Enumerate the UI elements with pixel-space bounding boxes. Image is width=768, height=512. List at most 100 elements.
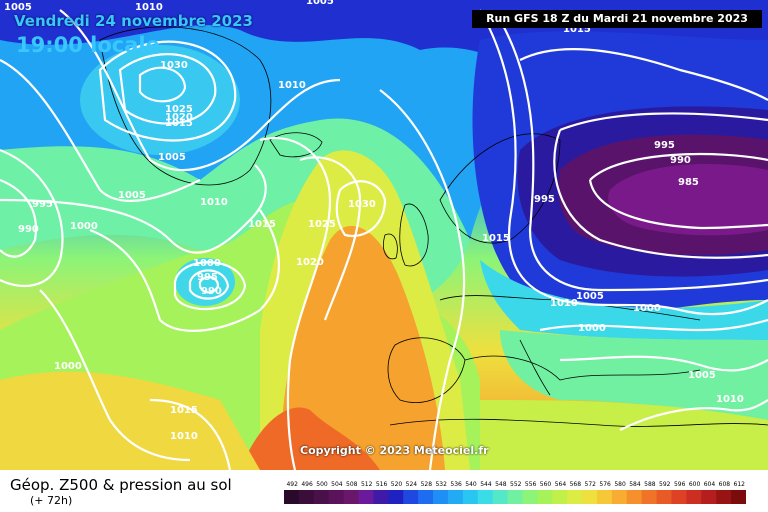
coast-ireland bbox=[383, 233, 398, 260]
isobar-1000-europe bbox=[539, 318, 768, 332]
z500-med-yellow bbox=[480, 400, 768, 470]
colorbar-tick-label: 516 bbox=[375, 481, 388, 488]
pressure-label: 1000 bbox=[578, 323, 606, 334]
z500-atlantic-low bbox=[175, 258, 235, 306]
z500-europe-cyan bbox=[480, 260, 768, 340]
colorbar-swatch bbox=[313, 490, 330, 504]
pressure-label: 995 bbox=[197, 272, 218, 283]
colorbar bbox=[284, 490, 746, 504]
colorbar-swatch bbox=[596, 490, 613, 504]
pressure-label: 1005 bbox=[4, 2, 32, 13]
colorbar-tick-label: 504 bbox=[331, 481, 343, 488]
isobar-1015-europe bbox=[379, 89, 466, 470]
pressure-label: 1015 bbox=[165, 118, 193, 129]
isobar-1005-med bbox=[559, 355, 768, 372]
colorbar-swatch bbox=[537, 490, 553, 504]
colorbar-swatch bbox=[373, 490, 389, 504]
pressure-label: 995 bbox=[534, 194, 555, 205]
isobar-1000-low bbox=[173, 261, 247, 311]
colorbar-swatch bbox=[731, 490, 746, 504]
pressure-label: 1020 bbox=[296, 257, 324, 268]
colorbar-swatch bbox=[552, 490, 568, 504]
forecast-date: Vendredi 24 novembre 2023 bbox=[14, 12, 253, 30]
colorbar-swatch bbox=[358, 490, 374, 504]
isobar-1010-europe bbox=[479, 9, 768, 316]
pressure-label: 1020 bbox=[165, 112, 193, 123]
coast-north-africa bbox=[389, 418, 768, 427]
colorbar-tick-label: 596 bbox=[673, 481, 686, 488]
pressure-label: 1010 bbox=[170, 431, 198, 442]
pressure-label: 995 bbox=[32, 199, 53, 210]
pressure-label: 1000 bbox=[54, 361, 82, 372]
colorbar-tick-label: 544 bbox=[480, 481, 492, 488]
pressure-label: 1025 bbox=[165, 104, 193, 115]
pressure-label: 1010 bbox=[135, 2, 163, 13]
colorbar-swatch bbox=[477, 490, 494, 504]
isobar-1015-southwest bbox=[149, 398, 232, 470]
model-run-banner: Run GFS 18 Z du Mardi 21 novembre 2023 bbox=[472, 10, 762, 28]
pressure-label: 1005 bbox=[118, 190, 146, 201]
pressure-label: 1010 bbox=[278, 80, 306, 91]
colorbar-tick-label: 532 bbox=[435, 481, 447, 488]
colorbar-tick-label: 552 bbox=[510, 481, 522, 488]
colorbar-tick-label: 560 bbox=[539, 481, 552, 488]
colorbar-tick-label: 608 bbox=[718, 481, 731, 488]
colorbar-swatch bbox=[447, 490, 464, 504]
copyright-text: Copyright © 2023 Meteociel.fr bbox=[300, 444, 489, 457]
colorbar-tick-label: 564 bbox=[554, 481, 567, 488]
colorbar-tick-label: 604 bbox=[703, 481, 716, 488]
isobar-1025-greenland bbox=[118, 53, 217, 125]
pressure-label: 1015 bbox=[248, 219, 276, 230]
coast-italy bbox=[519, 339, 551, 396]
colorbar-tick-label: 556 bbox=[524, 481, 537, 488]
colorbar-tick-label: 536 bbox=[450, 481, 462, 488]
colorbar-tick-label: 548 bbox=[495, 481, 507, 488]
coast-iceland bbox=[269, 132, 323, 158]
colorbar-swatch bbox=[656, 490, 672, 504]
colorbar-swatch bbox=[671, 490, 687, 504]
colorbar-tick-label: 592 bbox=[659, 481, 671, 488]
colorbar-tick-label: 528 bbox=[420, 481, 433, 488]
colorbar-swatch bbox=[433, 490, 449, 504]
isobar-985-east bbox=[588, 152, 768, 230]
isobar-1020-ridge bbox=[259, 137, 332, 470]
z500-ridge-orange bbox=[280, 225, 445, 470]
colorbar-tick-label: 512 bbox=[360, 481, 373, 488]
colorbar-tick-label: 572 bbox=[584, 481, 596, 488]
pressure-label: 1030 bbox=[348, 199, 376, 210]
coast-scandinavia bbox=[439, 133, 561, 244]
isobar-1005-north bbox=[0, 59, 201, 202]
isobar-995-low bbox=[188, 269, 230, 300]
pressure-label: 1000 bbox=[633, 303, 661, 314]
colorbar-tick-label: 584 bbox=[629, 481, 641, 488]
pressure-label: 1025 bbox=[308, 219, 336, 230]
isobar-1005-europe bbox=[499, 19, 768, 292]
colorbar-swatch bbox=[716, 490, 732, 504]
isobar-1010-med bbox=[619, 399, 768, 431]
pressure-label: 1005 bbox=[688, 370, 716, 381]
colorbar-swatch bbox=[507, 490, 523, 504]
colorbar-swatch bbox=[388, 490, 404, 504]
pressure-label: 1015 bbox=[563, 24, 591, 35]
colorbar-swatch bbox=[403, 490, 419, 504]
isobar-1030-greenland bbox=[138, 66, 187, 103]
isobar-1030-ridge bbox=[335, 180, 387, 238]
isobar-1005-atlantic bbox=[0, 164, 267, 254]
colorbar-swatch bbox=[686, 490, 702, 504]
isobar-995-west bbox=[0, 178, 38, 258]
legend-title: Géop. Z500 & pression au sol bbox=[10, 476, 232, 494]
colorbar-tick-label: 588 bbox=[644, 481, 656, 488]
colorbar-swatch bbox=[582, 490, 598, 504]
pressure-label: 990 bbox=[201, 286, 222, 297]
pressure-label: 1030 bbox=[160, 60, 188, 71]
pressure-label: 1000 bbox=[193, 258, 221, 269]
isobar-1020-greenland bbox=[98, 40, 237, 142]
pressure-label: 1005 bbox=[576, 291, 604, 302]
colorbar-swatch bbox=[611, 490, 628, 504]
colorbar-tick-label: 540 bbox=[465, 481, 477, 488]
colorbar-swatch bbox=[298, 490, 315, 504]
colorbar-tick-label: 508 bbox=[346, 481, 358, 488]
weather-map: 1005 101010051030101010251020101510051005… bbox=[0, 0, 768, 470]
pressure-label: 1010 bbox=[200, 197, 228, 208]
colorbar-tick-label: 568 bbox=[569, 481, 582, 488]
